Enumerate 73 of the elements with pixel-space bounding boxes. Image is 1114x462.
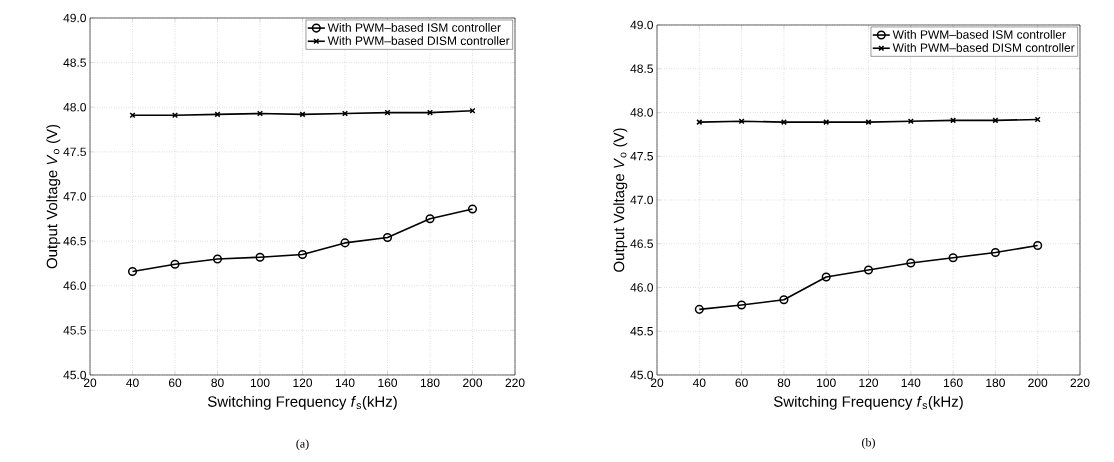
y-tick-label: 48.5 bbox=[63, 58, 86, 67]
y-tick-label: 49.0 bbox=[63, 13, 87, 23]
point bbox=[1033, 240, 1043, 251]
y-tick-label: 45.0 bbox=[63, 370, 87, 380]
point bbox=[863, 265, 874, 275]
y-tick-label: 46.5 bbox=[630, 239, 653, 248]
y-tick-label: 47.5 bbox=[63, 147, 86, 157]
y-axis-title: Output Voltage V$_{o}$ (V) bbox=[613, 128, 628, 272]
point bbox=[127, 266, 138, 277]
point bbox=[948, 253, 958, 263]
y-tick-label: 45.5 bbox=[630, 327, 653, 336]
point bbox=[737, 300, 747, 310]
point bbox=[779, 295, 789, 305]
x-tick-label: 220 bbox=[1070, 378, 1090, 388]
point bbox=[257, 110, 264, 117]
x-tick-label: 80 bbox=[777, 378, 791, 388]
point bbox=[297, 249, 308, 260]
x-tick-label: 200 bbox=[1028, 378, 1048, 388]
point bbox=[212, 254, 223, 264]
y-tick-label: 47.0 bbox=[63, 192, 87, 201]
legend-label: With PWM–based DISM controller bbox=[327, 36, 510, 45]
point bbox=[467, 204, 478, 214]
point bbox=[340, 238, 350, 248]
y-tick-label: 48.0 bbox=[63, 103, 87, 112]
x-tick-label: 180 bbox=[420, 378, 440, 388]
y-tick-label: 48.5 bbox=[630, 64, 653, 73]
y-tick-label: 46.0 bbox=[630, 283, 654, 292]
point bbox=[382, 233, 393, 243]
legend-label: With PWM–based ISM controller bbox=[327, 22, 501, 32]
x-axis-title: Switching Frequency f$_{s}$(kHz) bbox=[207, 395, 397, 410]
x-tick-label: 220 bbox=[505, 378, 525, 388]
x-tick-label: 40 bbox=[126, 378, 139, 388]
legend-label: With PWM–based ISM controller bbox=[892, 29, 1066, 39]
x-tick-label: 100 bbox=[250, 378, 270, 388]
y-tick-label: 45.5 bbox=[63, 326, 86, 335]
y-tick-label: 46.0 bbox=[63, 281, 87, 290]
x-axis-title: Switching Frequency f$_{s}$(kHz) bbox=[773, 395, 963, 410]
y-axis-title: Output Voltage V$_{o}$ (V) bbox=[46, 124, 61, 269]
point bbox=[694, 304, 704, 314]
y-tick-label: 47.0 bbox=[630, 195, 654, 205]
x-tick-label: 180 bbox=[986, 378, 1005, 388]
x-tick-label: 60 bbox=[168, 378, 182, 388]
point bbox=[342, 110, 349, 117]
x-tick-label: 80 bbox=[211, 378, 224, 388]
point bbox=[990, 247, 1000, 258]
x-tick-label: 140 bbox=[335, 378, 355, 388]
y-tick-label: 46.5 bbox=[63, 236, 86, 246]
x-tick-label: 120 bbox=[293, 378, 313, 388]
point bbox=[907, 118, 914, 125]
point bbox=[255, 252, 265, 262]
point bbox=[906, 258, 916, 268]
y-tick-label: 49.0 bbox=[630, 20, 654, 30]
point bbox=[780, 119, 787, 126]
text: (b) bbox=[862, 438, 875, 449]
point bbox=[425, 214, 435, 224]
point bbox=[821, 272, 831, 282]
x-tick-label: 20 bbox=[83, 378, 97, 388]
legend-label: With PWM–based DISM controller bbox=[892, 43, 1075, 52]
x-tick-label: 160 bbox=[944, 378, 963, 388]
text: (a) bbox=[296, 439, 309, 451]
point bbox=[170, 259, 180, 269]
x-tick-label: 20 bbox=[650, 378, 664, 388]
y-tick-label: 47.5 bbox=[630, 152, 653, 161]
x-tick-label: 140 bbox=[901, 378, 921, 388]
x-tick-label: 60 bbox=[735, 378, 748, 388]
x-tick-label: 40 bbox=[692, 378, 706, 388]
y-tick-label: 45.0 bbox=[630, 370, 654, 380]
x-tick-label: 100 bbox=[817, 378, 836, 388]
x-tick-label: 120 bbox=[859, 378, 879, 388]
y-tick-label: 48.0 bbox=[630, 108, 654, 117]
x-tick-label: 200 bbox=[463, 378, 483, 388]
point bbox=[992, 117, 999, 124]
x-tick-label: 160 bbox=[378, 378, 398, 388]
